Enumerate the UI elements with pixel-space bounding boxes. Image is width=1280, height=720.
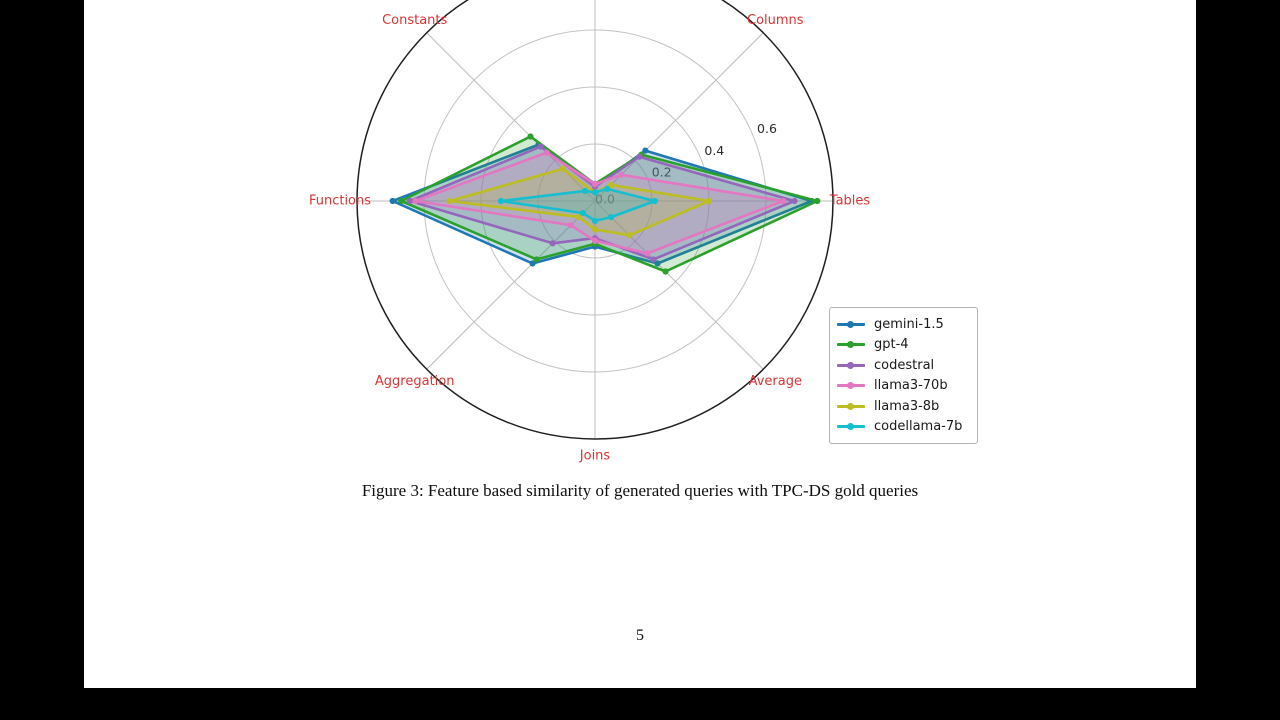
series-marker-llama3-8b	[591, 226, 599, 233]
legend-marker-icon	[837, 402, 865, 410]
series-marker-gpt-4	[398, 197, 405, 205]
series-marker-codestral	[406, 197, 413, 205]
series-marker-gemini-1.5	[654, 260, 661, 267]
series-marker-llama3-70b	[567, 222, 574, 229]
document-page: 0.0 0.2 0.4 0.6 Columns Tables Average Joins Agg…	[84, 0, 1196, 688]
series-marker-codellama-7b	[603, 185, 611, 193]
legend-label: llama3-8b	[874, 398, 940, 414]
series-marker-codestral	[636, 153, 643, 160]
series-fill-gemini-1.5	[392, 144, 812, 264]
series-marker-codellama-7b	[579, 209, 587, 217]
series-marker-llama3-8b	[608, 181, 615, 188]
legend-label: llama3-70b	[874, 378, 948, 394]
series-marker-codellama-7b	[497, 197, 505, 205]
series-marker-gpt-4	[662, 268, 669, 275]
series-marker-codellama-7b	[591, 217, 599, 225]
axis-label-columns: Columns	[747, 13, 804, 28]
axis-spoke	[426, 200, 596, 370]
series-marker-codestral	[791, 197, 798, 205]
axis-label-aggregation: Aggregation	[375, 374, 455, 389]
series-marker-gemini-1.5	[642, 147, 649, 154]
radial-tick-label: 0.4	[704, 143, 724, 158]
legend-dot-icon	[847, 423, 854, 431]
series-marker-llama3-70b	[780, 197, 787, 205]
polar-spine	[356, 0, 834, 440]
series-marker-llama3-8b	[626, 232, 633, 239]
series-marker-codellama-7b	[591, 189, 599, 196]
series-marker-llama3-8b	[705, 197, 713, 205]
series-marker-codestral	[537, 143, 544, 150]
legend-item-gpt-4: gpt-4	[837, 335, 969, 356]
series-fill-llama3-70b	[415, 152, 784, 254]
legend-dot-icon	[847, 361, 854, 369]
series-marker-llama3-70b	[591, 180, 599, 187]
legend-label: gemini-1.5	[874, 316, 944, 332]
series-marker-llama3-70b	[618, 171, 625, 178]
series-marker-llama3-70b	[644, 250, 651, 257]
axis-label-tables: Tables	[829, 194, 871, 209]
series-fill-llama3-8b	[449, 168, 709, 236]
legend-label: codestral	[874, 357, 935, 373]
legend-marker-icon	[837, 361, 865, 369]
series-marker-codestral	[650, 256, 657, 263]
legend-item-gemini-1.5: gemini-1.5	[837, 314, 969, 335]
series-marker-llama3-70b	[412, 197, 419, 205]
radar-chart: 0.0 0.2 0.4 0.6 Columns Tables Average Joins Agg…	[309, 0, 871, 464]
legend-item-codellama-7b: codellama-7b	[837, 417, 969, 438]
series-marker-codestral	[549, 240, 556, 247]
axis-label-constants: Constants	[382, 13, 447, 28]
legend-item-llama3-8b: llama3-8b	[837, 396, 969, 417]
legend-dot-icon	[847, 382, 854, 390]
legend-label: codellama-7b	[874, 419, 963, 435]
axis-label-functions: Functions	[309, 194, 371, 209]
series-marker-gemini-1.5	[529, 260, 536, 267]
chart-legend: gemini-1.5 gpt-4 codestral llama3-70b llama3…	[829, 307, 978, 444]
legend-marker-icon	[837, 382, 865, 390]
legend-dot-icon	[847, 402, 854, 410]
axis-label-average: Average	[749, 374, 802, 389]
series-marker-codellama-7b	[581, 187, 589, 195]
legend-label: gpt-4	[874, 337, 909, 353]
series-marker-llama3-70b	[543, 149, 550, 156]
legend-marker-icon	[837, 423, 865, 431]
series-marker-codellama-7b	[608, 214, 615, 221]
series-marker-llama3-8b	[559, 165, 566, 172]
legend-marker-icon	[837, 320, 865, 328]
series-marker-llama3-8b	[446, 197, 453, 205]
legend-dot-icon	[847, 320, 854, 328]
axis-spoke	[594, 200, 764, 370]
legend-marker-icon	[837, 341, 865, 349]
radial-tick-label: 0.6	[757, 121, 777, 136]
radial-tick-label: 0.2	[652, 165, 672, 180]
series-fill-gpt-4	[401, 136, 818, 272]
page-number: 5	[636, 627, 644, 644]
legend-item-codestral: codestral	[837, 355, 969, 376]
legend-dot-icon	[847, 341, 854, 349]
axis-label-joins: Joins	[579, 449, 611, 464]
series-marker-gpt-4	[814, 197, 821, 205]
series-marker-gemini-1.5	[389, 197, 396, 205]
series-marker-llama3-70b	[591, 237, 599, 244]
series-marker-codellama-7b	[651, 197, 658, 205]
legend-item-llama3-70b: llama3-70b	[837, 376, 969, 397]
figure-caption: Figure 3: Feature based similarity of ge…	[361, 481, 919, 500]
radial-tick-label: 0.0	[595, 192, 615, 207]
series-marker-gpt-4	[533, 256, 540, 263]
series-marker-gpt-4	[527, 133, 534, 140]
series-marker-llama3-8b	[575, 214, 582, 221]
